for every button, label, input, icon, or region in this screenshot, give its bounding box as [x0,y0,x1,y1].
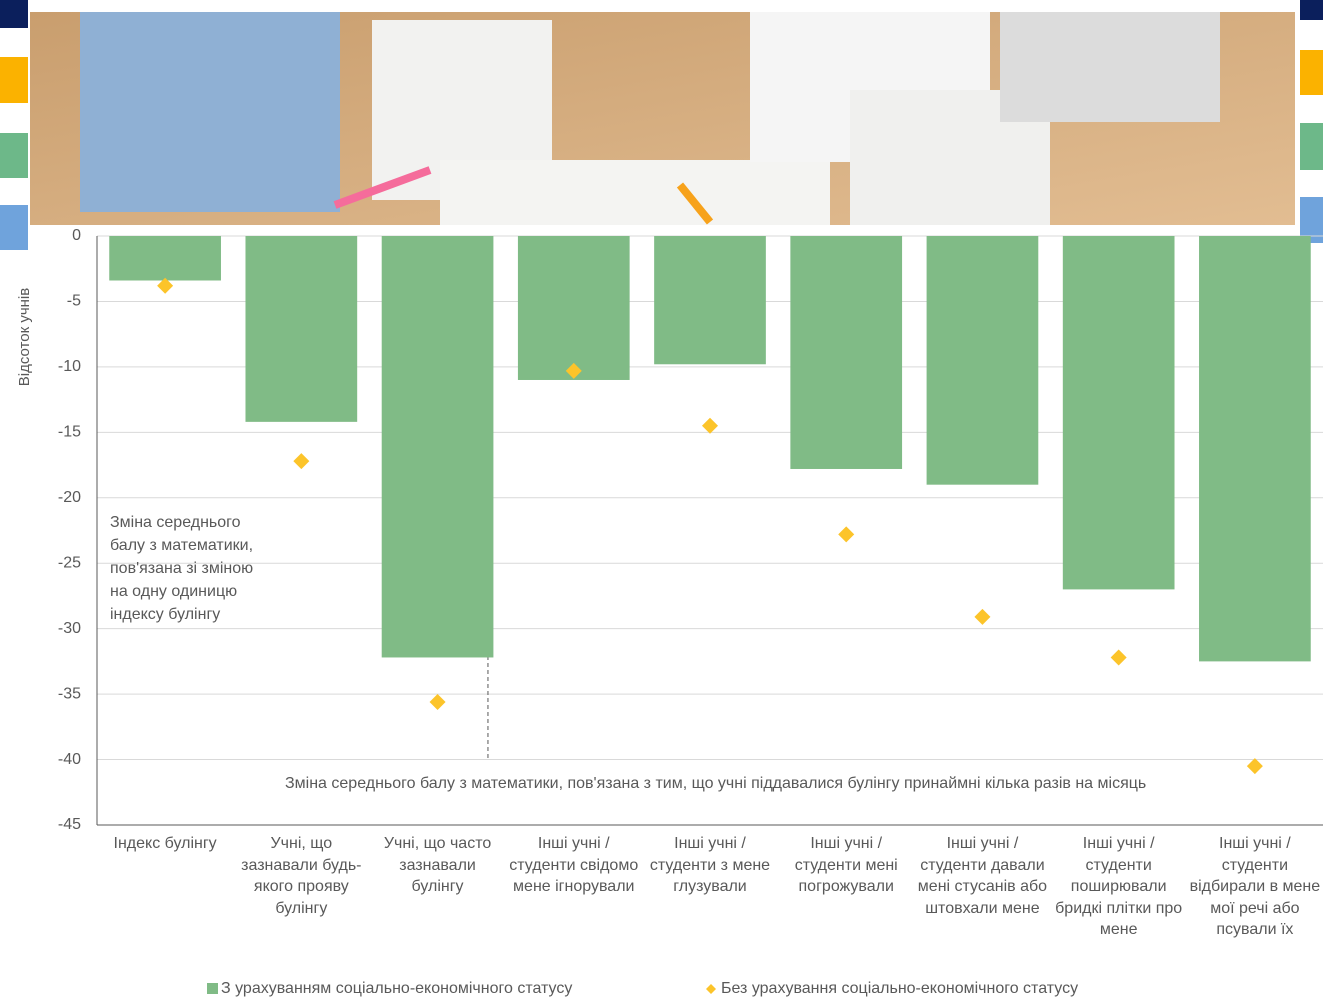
y-tick-label: -30 [58,620,81,637]
y-tick-label: -15 [58,424,81,441]
bar [926,236,1039,485]
x-tick-label: Інші учні / студенти мені погрожували [794,835,898,895]
y-tick-label: -35 [58,685,81,702]
legend-label: Без урахування соціально-економічного ст… [721,980,1078,997]
bar [109,236,221,281]
bar [790,236,903,469]
bar [1062,236,1175,590]
diamond-marker [1110,649,1127,666]
x-tick-label: Учні, що часто зазнавали булінгу [383,835,492,895]
legend-label: З урахуванням соціально-економічного ста… [221,980,572,997]
bar [1199,236,1311,662]
x-tick-label: Інші учні / студенти свідомо мене ігнору… [509,835,639,895]
y-tick-label: -40 [58,751,81,768]
diamond-marker [1246,758,1263,775]
bar [245,236,358,422]
x-tick-label: Інші учні / студенти відбирали в мене мо… [1189,835,1321,938]
y-tick-label: -25 [58,554,81,571]
y-tick-label: -20 [58,489,81,506]
diamond-marker [293,453,310,470]
x-tick-label: Інші учні / студенти з мене глузували [649,835,771,895]
x-tick-label: Інші учні / студенти поширювали бридкі п… [1055,835,1183,938]
annotation: Зміна середнього балу з математики, пов'… [285,775,1147,792]
legend-swatch [207,983,218,994]
y-tick-label: -10 [58,358,81,375]
y-axis-label: Відсоток учнів [16,288,33,386]
bar [381,236,494,658]
bar [654,236,766,365]
diamond-marker [974,608,991,625]
diamond-marker [838,526,855,543]
diamond-marker [702,417,718,434]
decor-squares [0,0,1323,250]
legend-swatch [706,984,716,994]
x-tick-label: Учні, що зазнавали будь-якого прояву бул… [241,835,362,917]
diamond-marker [565,362,582,379]
x-tick-label: Інші учні / студенти давали мені стусані… [917,835,1048,917]
annotation: Зміна середнього балу з математики, пов'… [110,514,254,623]
header-photo [30,12,1295,225]
y-tick-label: -5 [67,293,81,310]
diamond-marker [157,277,174,294]
y-tick-label: 0 [72,227,81,244]
y-tick-label: -45 [58,816,81,833]
x-tick-label: Індекс булінгу [113,835,217,852]
bar [517,236,630,380]
diamond-marker [429,693,446,710]
